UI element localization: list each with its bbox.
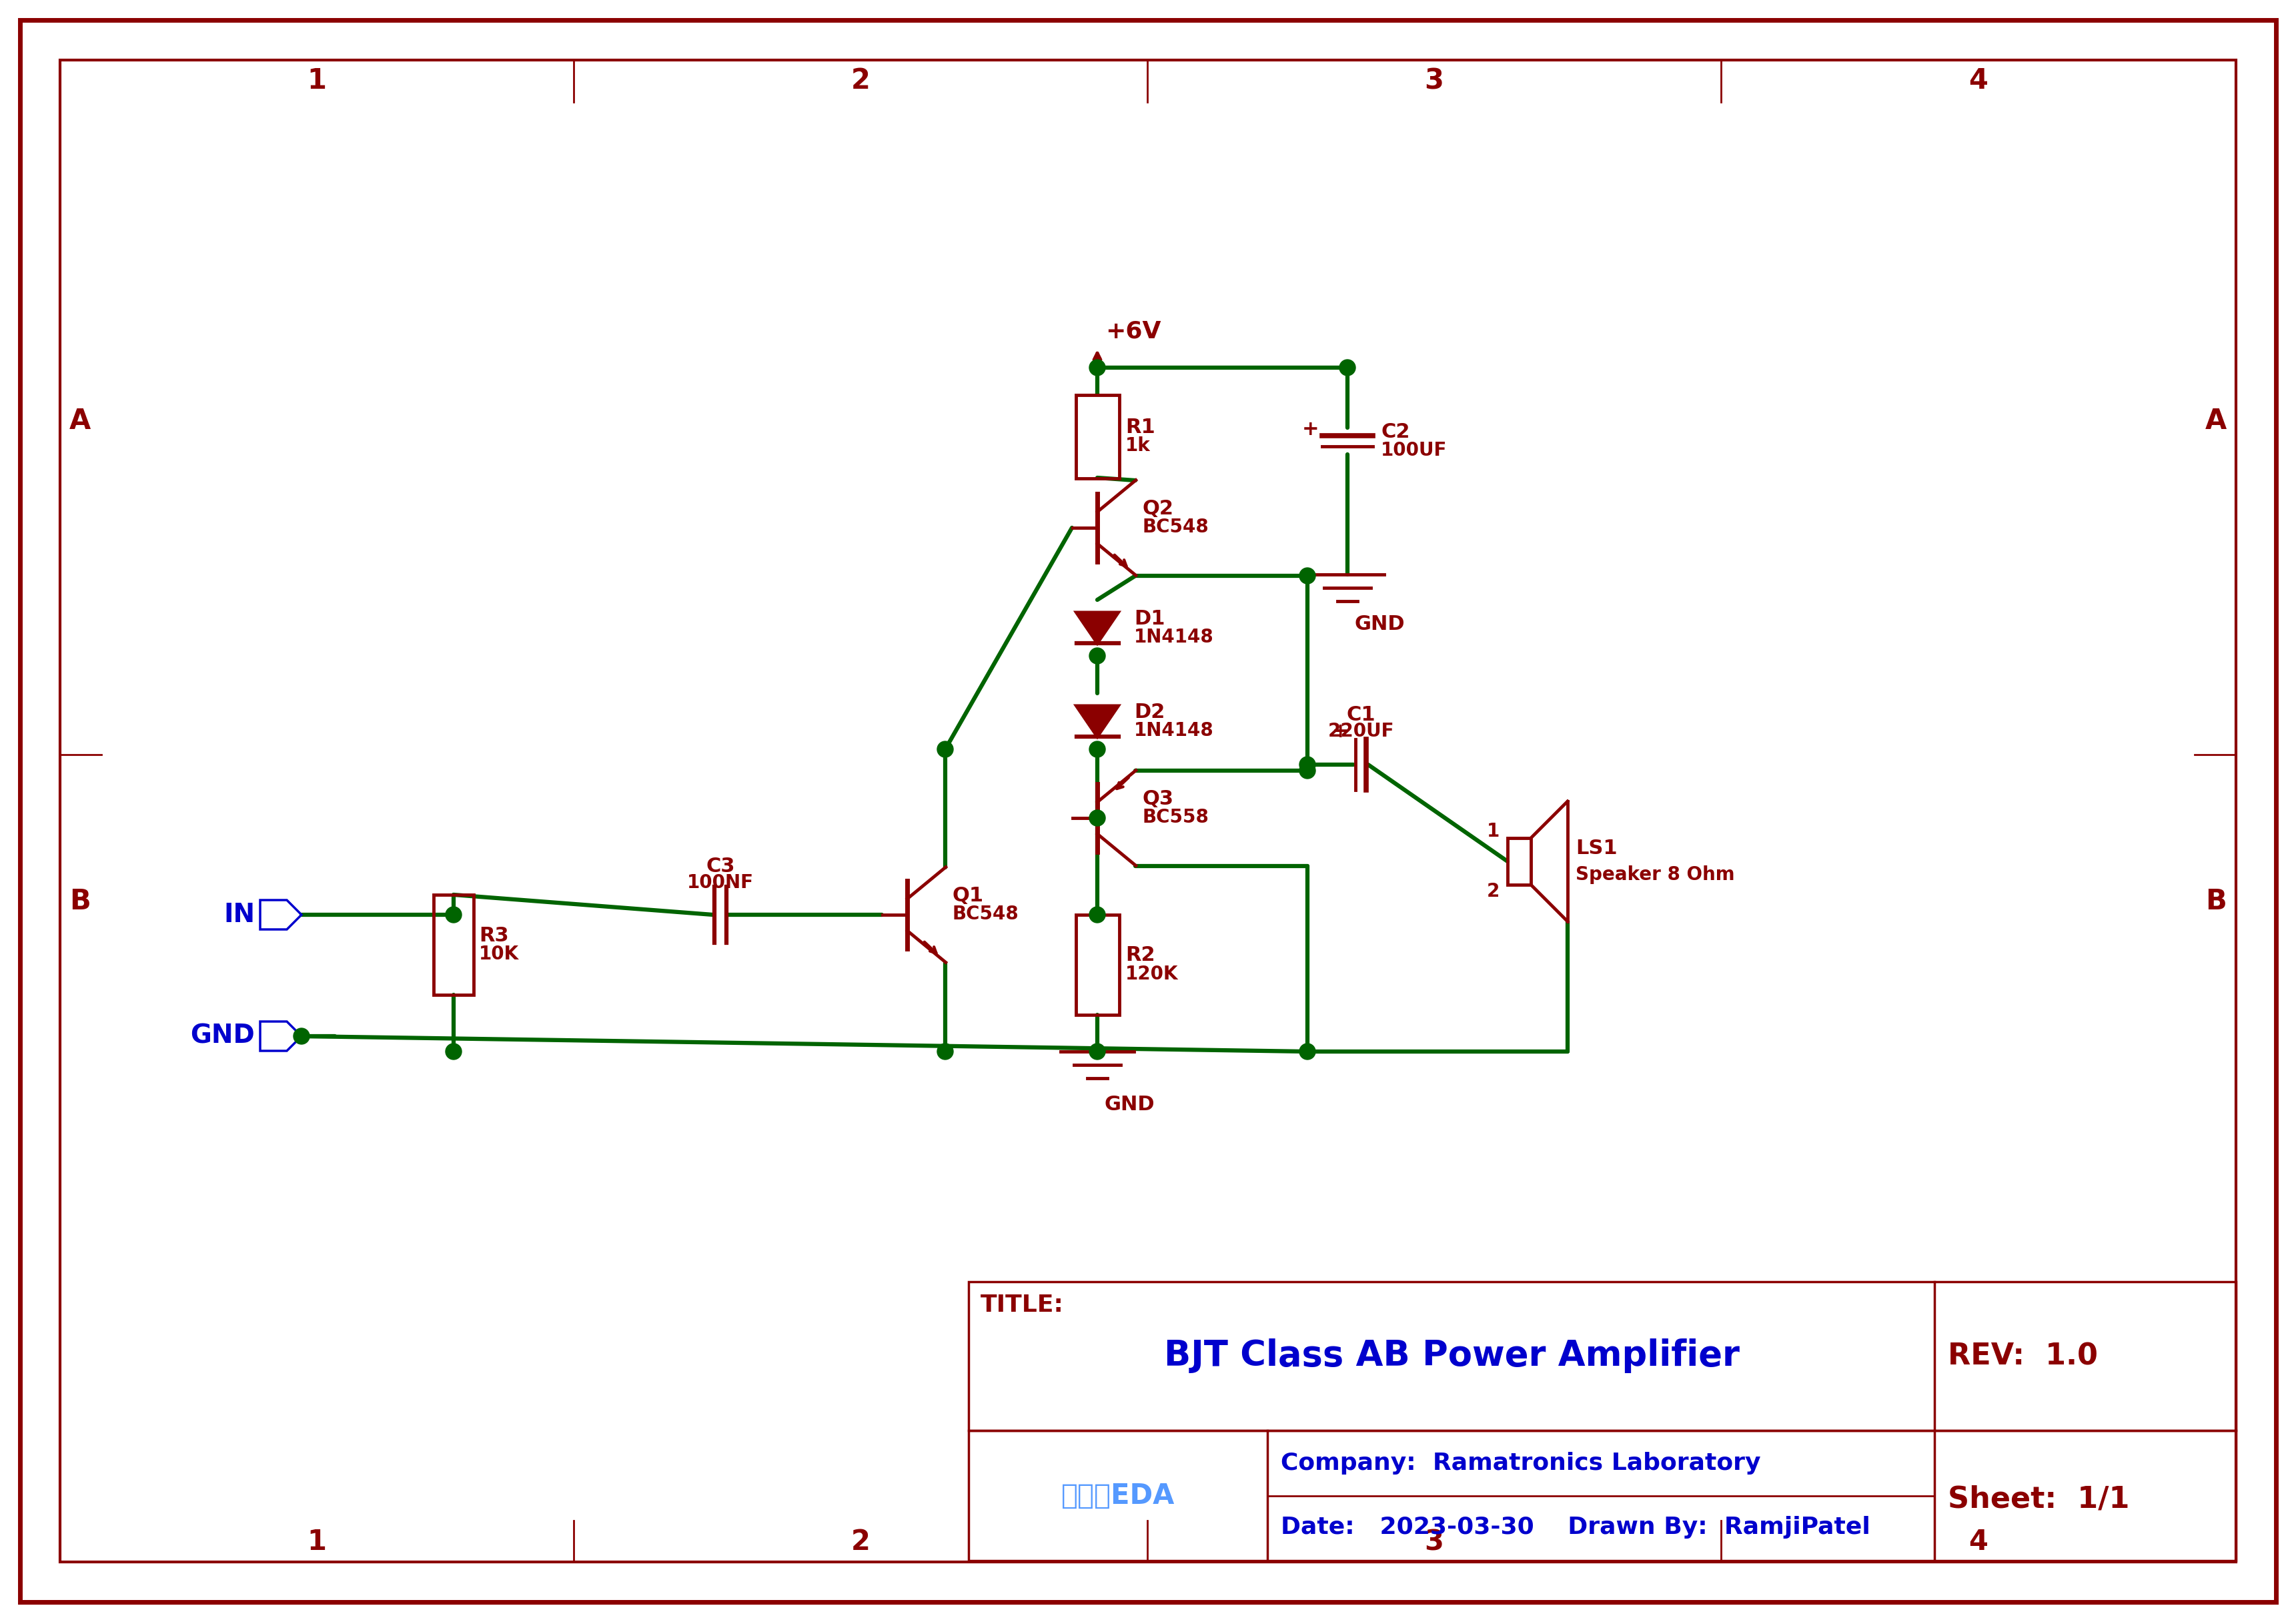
Circle shape: [937, 1043, 953, 1059]
Circle shape: [1339, 360, 1355, 376]
Bar: [969, 1281, 2236, 1431]
Text: 1: 1: [1488, 822, 1499, 840]
Polygon shape: [1077, 706, 1118, 736]
Polygon shape: [1077, 613, 1118, 644]
Text: GND: GND: [1355, 615, 1405, 634]
Text: Date:   2023-03-30    Drawn By:  RamjiPatel: Date: 2023-03-30 Drawn By: RamjiPatel: [1281, 1517, 1871, 1539]
Circle shape: [1300, 568, 1316, 584]
Text: D1: D1: [1134, 608, 1164, 628]
Text: C2: C2: [1380, 422, 1410, 441]
Circle shape: [1300, 762, 1316, 779]
Text: TITLE:: TITLE:: [980, 1294, 1063, 1317]
Text: 4: 4: [1970, 67, 1988, 94]
Bar: [1075, 915, 1118, 1015]
Text: REV:  1.0: REV: 1.0: [1947, 1341, 2099, 1371]
Text: 4: 4: [1970, 1528, 1988, 1555]
Circle shape: [1088, 1043, 1104, 1059]
Text: Q1: Q1: [953, 886, 983, 905]
Circle shape: [1300, 756, 1316, 772]
Text: Speaker 8 Ohm: Speaker 8 Ohm: [1575, 866, 1736, 884]
Text: D2: D2: [1134, 702, 1164, 722]
Text: Sheet:  1/1: Sheet: 1/1: [1947, 1486, 2131, 1513]
Text: C3: C3: [705, 856, 735, 876]
Text: 嘉立创EDA: 嘉立创EDA: [1061, 1481, 1176, 1510]
Text: R2: R2: [1125, 946, 1155, 965]
Text: 3: 3: [1424, 67, 1444, 94]
Text: C1: C1: [1345, 706, 1375, 725]
Text: 10K: 10K: [480, 944, 519, 963]
Text: 2: 2: [852, 1528, 870, 1555]
Text: BC548: BC548: [953, 905, 1019, 923]
Bar: [1508, 839, 1531, 884]
Text: 1k: 1k: [1125, 436, 1150, 456]
Text: Q2: Q2: [1141, 498, 1173, 517]
Circle shape: [1088, 647, 1104, 663]
Circle shape: [1088, 741, 1104, 757]
Text: A: A: [2204, 407, 2227, 435]
Circle shape: [937, 741, 953, 757]
Text: A: A: [69, 407, 92, 435]
Text: 1N4148: 1N4148: [1134, 722, 1215, 740]
Text: 100NF: 100NF: [687, 873, 753, 892]
Text: R3: R3: [480, 926, 510, 946]
Bar: [434, 895, 473, 994]
Text: R1: R1: [1125, 417, 1155, 436]
Text: 1: 1: [308, 1528, 326, 1555]
Text: GND: GND: [191, 1023, 255, 1049]
Text: 1N4148: 1N4148: [1134, 628, 1215, 647]
Circle shape: [1300, 1043, 1316, 1059]
Text: GND: GND: [1104, 1095, 1155, 1114]
Text: 120K: 120K: [1125, 965, 1178, 983]
Text: Q3: Q3: [1141, 788, 1173, 808]
Circle shape: [445, 1043, 461, 1059]
Text: +6V: +6V: [1104, 320, 1162, 342]
Circle shape: [294, 1028, 310, 1045]
Circle shape: [445, 907, 461, 923]
Text: B: B: [2206, 887, 2227, 915]
Text: Company:  Ramatronics Laboratory: Company: Ramatronics Laboratory: [1281, 1452, 1761, 1474]
Text: IN: IN: [223, 902, 255, 928]
Text: 2: 2: [852, 67, 870, 94]
Circle shape: [1088, 809, 1104, 826]
Text: BJT Class AB Power Amplifier: BJT Class AB Power Amplifier: [1164, 1338, 1740, 1374]
Text: BC548: BC548: [1141, 517, 1208, 537]
Text: B: B: [69, 887, 90, 915]
Text: 220UF: 220UF: [1327, 722, 1394, 741]
Circle shape: [1088, 360, 1104, 376]
Circle shape: [1088, 907, 1104, 923]
Text: LS1: LS1: [1575, 839, 1616, 858]
Text: +: +: [1302, 420, 1320, 438]
Text: 1: 1: [308, 67, 326, 94]
Bar: [969, 1431, 2236, 1560]
Text: 2: 2: [1486, 882, 1499, 900]
Text: 3: 3: [1424, 1528, 1444, 1555]
Text: +: +: [1332, 722, 1350, 741]
Text: 100UF: 100UF: [1380, 441, 1446, 459]
Bar: [1075, 394, 1118, 478]
Text: BC558: BC558: [1141, 808, 1208, 827]
